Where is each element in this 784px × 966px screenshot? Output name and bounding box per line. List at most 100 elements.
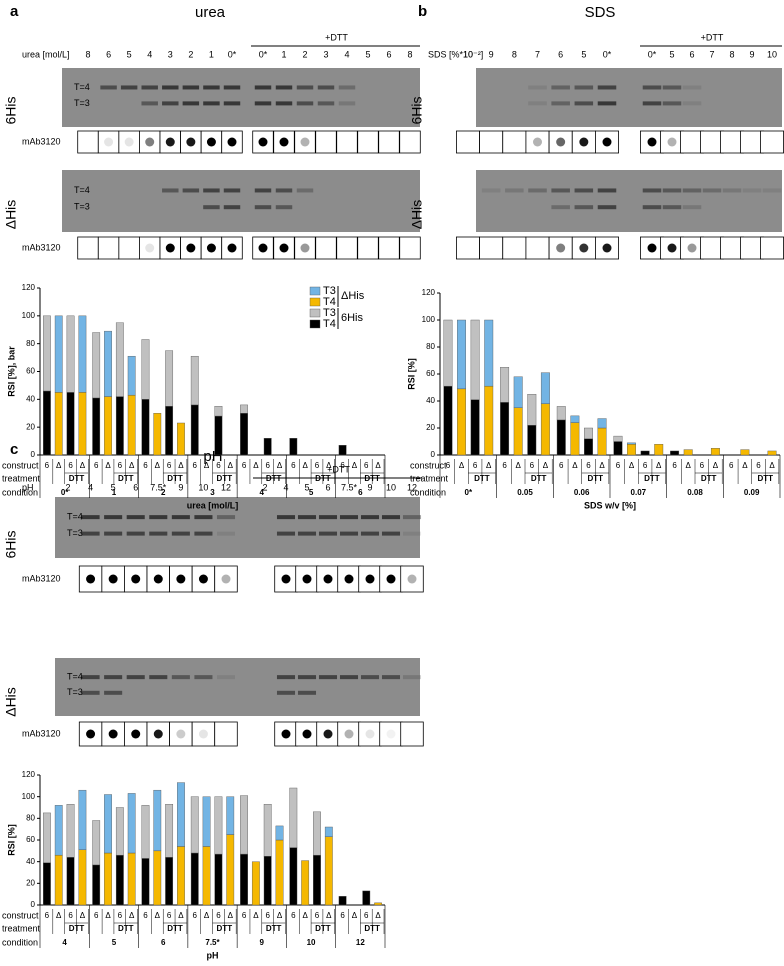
blot-spot xyxy=(198,729,208,739)
blot-box xyxy=(399,236,421,260)
row-label: condition xyxy=(410,487,446,497)
treatment-label: DTT xyxy=(69,474,85,483)
construct-label: 6 xyxy=(216,911,221,920)
blot-spot xyxy=(602,137,612,147)
lane-label: 6 xyxy=(106,49,111,59)
blot-box xyxy=(357,130,379,154)
bar-segment xyxy=(127,852,136,906)
lane-label: 6 xyxy=(386,49,391,59)
band xyxy=(203,85,220,90)
panel-title: urea xyxy=(195,4,226,21)
construct-label: Δ xyxy=(129,461,135,470)
lane-label: 4 xyxy=(344,49,349,59)
treatment-label: DTT xyxy=(644,474,660,483)
band xyxy=(104,531,123,536)
lane-label: 9 xyxy=(489,49,494,59)
blot-spot xyxy=(647,243,657,253)
bar-segment xyxy=(190,404,199,456)
band xyxy=(216,515,236,520)
row-label: construct xyxy=(410,460,447,470)
y-tick-label: 60 xyxy=(26,367,35,376)
blot-box xyxy=(378,236,400,260)
blot-box xyxy=(336,130,358,154)
construct-label: 6 xyxy=(265,461,270,470)
condition-label: 0.05 xyxy=(517,488,533,497)
treatment-label: DTT xyxy=(531,474,547,483)
band xyxy=(296,85,314,90)
bar-segment xyxy=(92,864,101,906)
band xyxy=(574,85,594,90)
bar-segment xyxy=(92,332,101,399)
blot-spot xyxy=(323,574,333,584)
construct-label: 6 xyxy=(530,461,535,470)
construct-label: Δ xyxy=(253,461,259,470)
band xyxy=(171,515,190,520)
bar-segment xyxy=(240,795,248,855)
bar-segment xyxy=(177,422,185,456)
blot-box xyxy=(400,565,424,593)
bar-segment xyxy=(556,419,566,456)
y-tick-label: 0 xyxy=(31,450,36,459)
lane-label: 5 xyxy=(581,49,586,59)
blot-box xyxy=(336,236,358,260)
blot-spot xyxy=(206,243,216,253)
legend-label: T3 xyxy=(323,307,336,319)
lane-label: 10 xyxy=(463,49,473,59)
band xyxy=(216,531,236,536)
blot-box xyxy=(479,236,504,260)
band xyxy=(297,690,317,695)
blot-spot xyxy=(344,574,354,584)
band xyxy=(528,85,547,90)
band xyxy=(182,85,200,90)
blot-box xyxy=(399,130,421,154)
band xyxy=(682,101,702,106)
construct-label: 6 xyxy=(315,461,320,470)
blot-box xyxy=(525,236,550,260)
blot-box xyxy=(456,130,480,154)
bar-segment xyxy=(240,413,248,456)
bar-segment xyxy=(313,854,321,906)
band xyxy=(402,515,422,520)
row-name: ΔHis xyxy=(3,687,19,717)
band xyxy=(149,675,168,680)
legend-swatch xyxy=(309,319,321,329)
blot-spot xyxy=(281,574,291,584)
treatment-label: DTT xyxy=(364,474,380,483)
row-name: 6His xyxy=(409,96,425,124)
band xyxy=(162,101,179,106)
lane-label: 10 xyxy=(198,482,208,492)
bar-segment xyxy=(66,857,75,906)
construct-label: 6 xyxy=(700,461,705,470)
treatment-label: DTT xyxy=(315,474,331,483)
condition-label: 2 xyxy=(161,488,166,497)
blot-label: mAb3120 xyxy=(22,242,61,252)
row-label: condition xyxy=(2,937,38,947)
bar-segment xyxy=(275,825,284,841)
blot-box xyxy=(97,236,120,260)
bar-segment xyxy=(540,403,550,456)
band xyxy=(318,531,338,536)
row-label: condition xyxy=(2,487,38,497)
y-tick-label: 0 xyxy=(431,450,436,459)
condition-label: 10 xyxy=(307,938,316,947)
bar-segment xyxy=(513,407,523,456)
bar-segment xyxy=(78,789,87,850)
band xyxy=(171,675,190,680)
lane-label: 12 xyxy=(407,482,417,492)
bar-segment xyxy=(240,853,248,906)
band xyxy=(126,515,145,520)
lane-label: 8 xyxy=(85,49,90,59)
condition-label: 0.09 xyxy=(744,488,760,497)
band xyxy=(297,515,317,520)
blot-box xyxy=(456,236,480,260)
band xyxy=(381,531,401,536)
y-axis-label: RSI [%], bar xyxy=(6,346,16,397)
construct-label: Δ xyxy=(375,911,381,920)
treatment-label: DTT xyxy=(266,924,282,933)
bar-segment xyxy=(43,812,51,863)
lane-label: 2 xyxy=(188,49,193,59)
band xyxy=(597,85,617,90)
blot-spot xyxy=(176,574,186,584)
construct-label: 6 xyxy=(291,911,296,920)
